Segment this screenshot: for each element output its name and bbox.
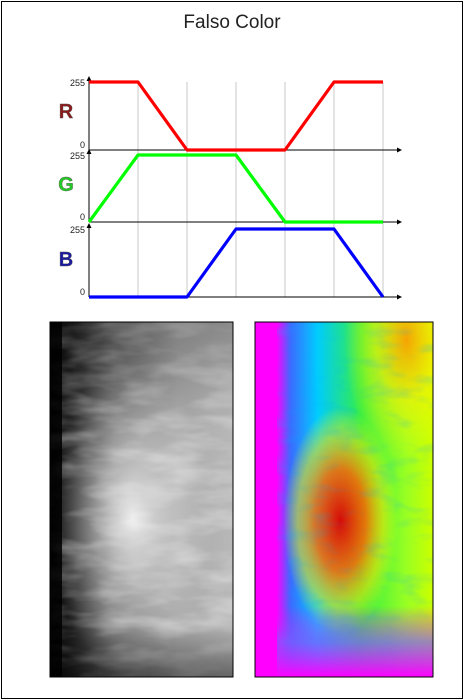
b-x-axis-arrow — [397, 294, 402, 300]
grayscale-image-border — [49, 321, 234, 678]
false-color-image — [255, 322, 433, 677]
g-ymax-label: 255 — [70, 151, 85, 161]
g-ymin-label: 0 — [80, 212, 85, 222]
g-series-line — [87, 153, 383, 224]
b-ymin-label: 0 — [80, 287, 85, 297]
g-channel-label: G — [58, 174, 74, 196]
g-y-axis-arrow — [86, 149, 92, 154]
r-ymax-label: 255 — [70, 78, 85, 88]
figure-title: Falso Color — [183, 12, 281, 33]
r-channel-label: R — [59, 101, 74, 123]
false-color-image-border — [254, 321, 434, 678]
b-channel-label: B — [59, 249, 73, 271]
r-x-axis-arrow — [397, 147, 402, 153]
grayscale-image — [50, 322, 233, 677]
b-y-axis-arrow — [86, 223, 92, 228]
r-series-line — [89, 80, 383, 152]
r-ymin-label: 0 — [80, 140, 85, 150]
g-x-axis-arrow — [397, 219, 402, 225]
b-ymax-label: 255 — [70, 225, 85, 235]
r-y-axis-arrow — [86, 76, 92, 81]
b-series-line — [89, 227, 385, 299]
